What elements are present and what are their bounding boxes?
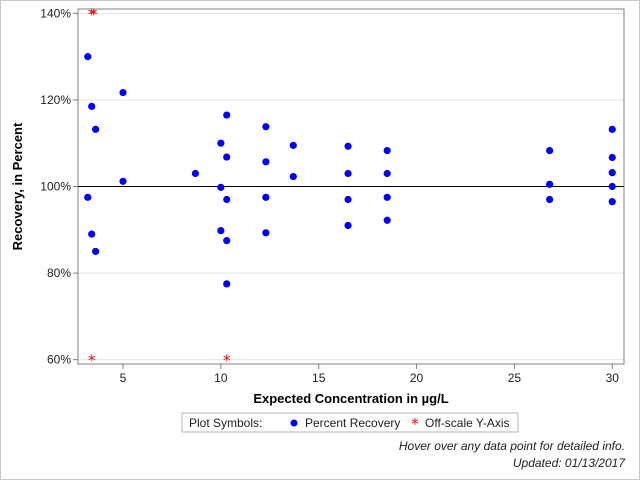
off-scale-point[interactable]: * [90, 5, 98, 23]
hover-note: Hover over any data point for detailed i… [398, 439, 625, 453]
x-tick-label: 5 [120, 371, 127, 385]
recovery-point[interactable] [223, 111, 231, 119]
recovery-point[interactable] [92, 247, 100, 256]
x-tick-label: 20 [410, 371, 424, 385]
recovery-point[interactable] [344, 195, 352, 204]
legend-asterisk-symbol: * [411, 415, 419, 433]
recovery-point[interactable] [217, 227, 225, 235]
off-scale-point[interactable]: * [88, 5, 96, 23]
recovery-point[interactable] [608, 182, 616, 191]
recovery-point[interactable] [383, 169, 391, 178]
recovery-point[interactable] [546, 195, 554, 204]
y-axis-title: Recovery, in Percent [10, 122, 25, 250]
recovery-point[interactable] [223, 153, 231, 161]
recovery-point[interactable] [608, 153, 616, 162]
recovery-point[interactable] [88, 230, 96, 238]
recovery-point[interactable] [344, 169, 352, 178]
updated-note: Updated: 01/13/2017 [512, 456, 625, 470]
recovery-point[interactable] [217, 183, 225, 191]
recovery-point[interactable] [262, 229, 270, 237]
recovery-point[interactable] [289, 172, 297, 181]
recovery-point[interactable] [223, 280, 231, 288]
recovery-point[interactable] [608, 125, 616, 133]
recovery-point[interactable] [84, 193, 92, 201]
y-axis: 60% 80% 100% 120% 140% [40, 6, 78, 367]
y-tick-label: 100% [40, 180, 71, 194]
legend: Plot Symbols: Percent Recovery * Off-sca… [181, 412, 519, 433]
recovery-point[interactable] [223, 237, 231, 245]
legend-box [181, 412, 519, 433]
x-tick-label: 30 [606, 371, 620, 385]
recovery-point[interactable] [223, 195, 231, 204]
recovery-point[interactable] [289, 141, 297, 149]
recovery-point[interactable] [344, 142, 352, 150]
y-tick-label: 120% [40, 93, 71, 107]
recovery-point[interactable] [217, 139, 225, 147]
recovery-point[interactable] [546, 146, 554, 155]
x-tick-label: 25 [508, 371, 522, 385]
data-points: *** * [84, 5, 616, 370]
recovery-point[interactable] [383, 216, 391, 224]
recovery-point[interactable] [84, 53, 92, 61]
recovery-point[interactable] [608, 198, 616, 206]
recovery-point[interactable] [119, 177, 127, 185]
recovery-point[interactable] [608, 169, 616, 177]
y-tick-label: 140% [40, 6, 71, 20]
y-tick-label: 60% [47, 353, 71, 367]
recovery-point[interactable] [383, 193, 391, 201]
recovery-point[interactable] [119, 88, 127, 97]
legend-entry-off-scale: Off-scale Y-Axis [425, 416, 509, 430]
x-tick-label: 10 [214, 371, 228, 385]
y-tick-label: 80% [47, 266, 71, 280]
recovery-point[interactable] [92, 125, 100, 133]
recovery-point[interactable] [191, 169, 200, 178]
off-scale-point[interactable]: * [223, 352, 231, 370]
recovery-point[interactable] [546, 180, 554, 188]
recovery-point[interactable] [344, 221, 352, 230]
off-scale-point[interactable]: * [88, 352, 96, 370]
recovery-point[interactable] [262, 123, 270, 131]
legend-entry-percent-recovery: Percent Recovery [305, 416, 400, 430]
x-tick-label: 15 [312, 371, 326, 385]
recovery-point[interactable] [88, 102, 96, 111]
recovery-point[interactable] [262, 193, 270, 201]
recovery-point[interactable] [262, 158, 270, 166]
legend-title: Plot Symbols: [189, 416, 262, 430]
x-axis: 5 10 15 20 25 30 [120, 364, 620, 385]
legend-dot-symbol [290, 419, 298, 427]
x-axis-title: Expected Concentration in µg/L [253, 391, 448, 406]
recovery-point[interactable] [383, 146, 391, 155]
